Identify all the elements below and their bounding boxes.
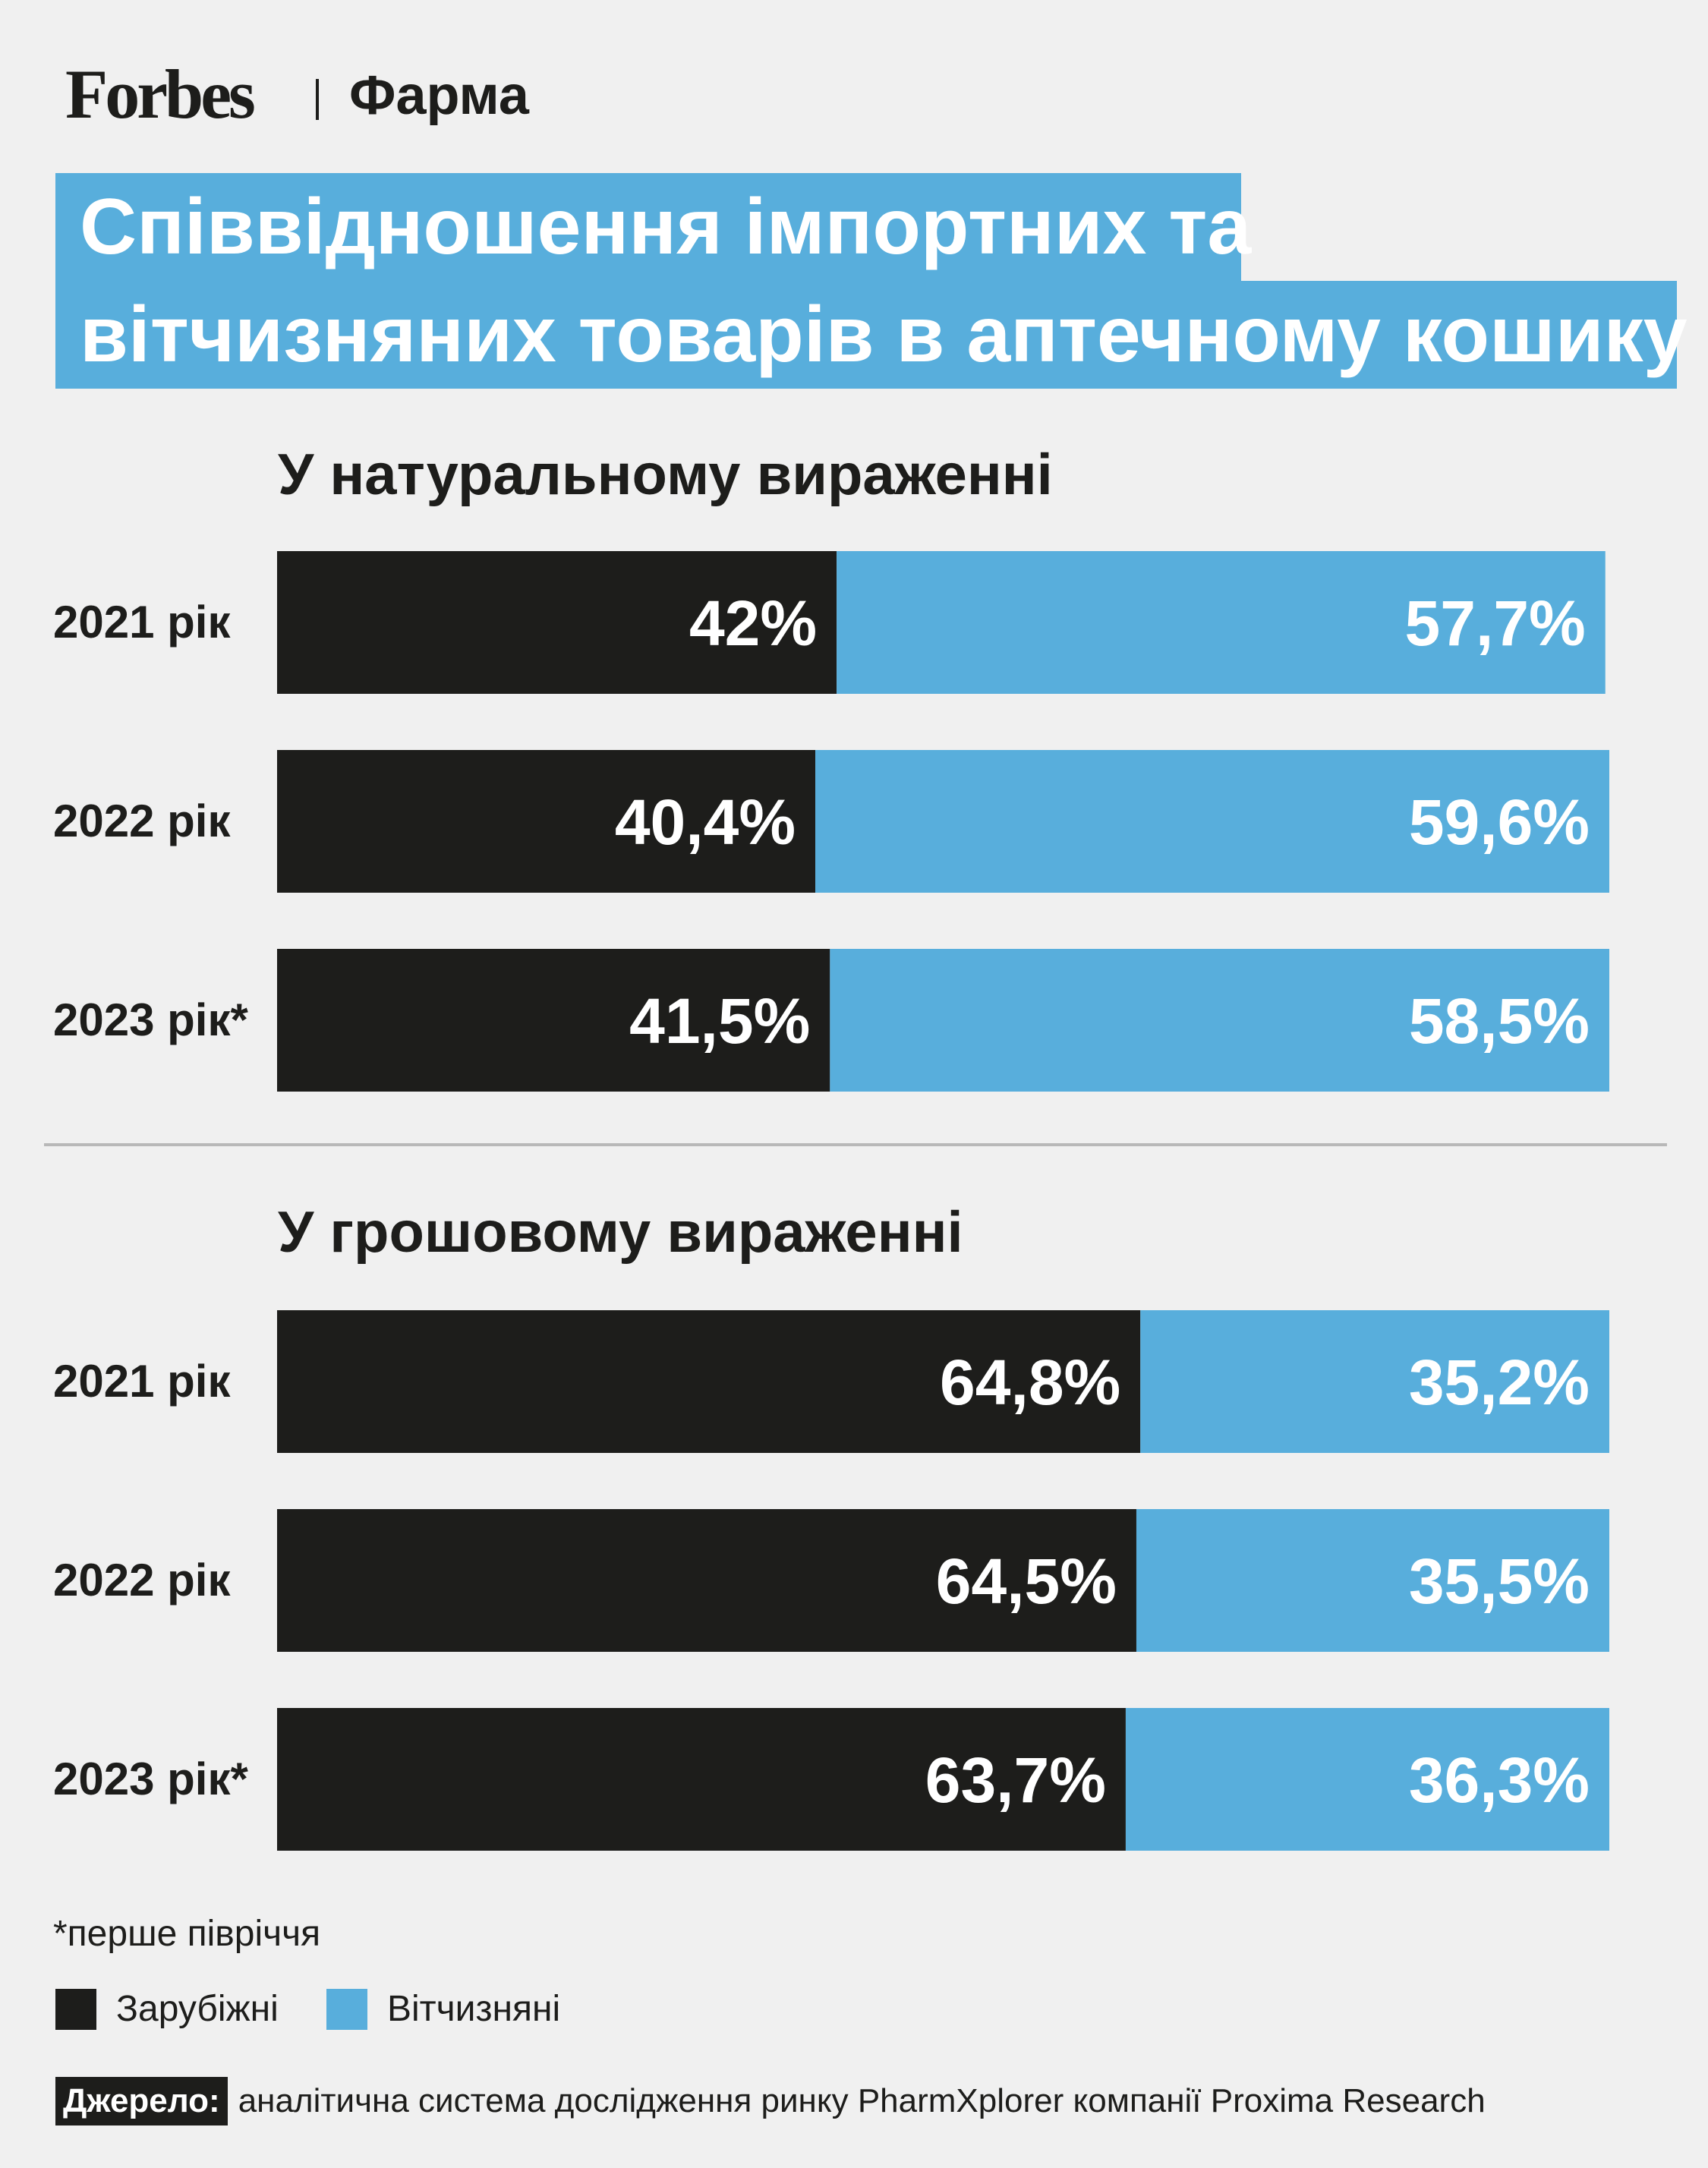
bar-foreign	[277, 1310, 1141, 1453]
bar-domestic	[1140, 1310, 1609, 1453]
bar-foreign	[277, 1509, 1136, 1652]
bar-label-foreign: 42%	[689, 588, 817, 659]
row-label: 2023 рік*	[53, 994, 248, 1045]
legend-item-foreign: Зарубіжні	[55, 1989, 279, 2030]
source-text: аналітична система дослідження ринку Pha…	[238, 2082, 1486, 2119]
bar-label-foreign: 41,5%	[629, 985, 810, 1057]
bar-domestic	[830, 949, 1609, 1092]
bar-label-foreign: 64,5%	[936, 1546, 1117, 1617]
bar-label-domestic: 35,2%	[1409, 1347, 1590, 1418]
bar-label-domestic: 57,7%	[1405, 588, 1586, 659]
legend-item-domestic: Вітчизняні	[326, 1989, 560, 2030]
section-name: Фарма	[349, 65, 529, 126]
legend-label-domestic: Вітчизняні	[387, 1989, 561, 2029]
bar-domestic	[1125, 1708, 1609, 1851]
row-label: 2021 рік	[53, 597, 231, 648]
logo-separator	[316, 79, 319, 120]
panel-title-volume: У натуральному вираженні	[278, 443, 1053, 507]
legend-swatch-foreign	[55, 1989, 96, 2030]
forbes-logo: Forbes	[65, 55, 256, 133]
bar-label-foreign: 40,4%	[615, 786, 796, 858]
bar-label-domestic: 35,5%	[1409, 1546, 1590, 1617]
row-label: 2021 рік	[53, 1356, 231, 1407]
row-label: 2023 рік*	[53, 1754, 248, 1804]
panel-title-value: У грошовому вираженні	[278, 1200, 963, 1265]
chart-title-line-2: вітчизняних товарів в аптечному кошику	[55, 281, 1688, 389]
bar-domestic	[837, 551, 1606, 694]
row-label: 2022 рік	[53, 1555, 231, 1606]
bar-domestic	[1136, 1509, 1609, 1652]
legend-label-foreign: Зарубіжні	[116, 1989, 279, 2029]
bar-label-foreign: 64,8%	[940, 1347, 1120, 1418]
bar-label-domestic: 58,5%	[1409, 985, 1590, 1057]
bar-foreign	[277, 1708, 1126, 1851]
bar-foreign	[277, 949, 830, 1092]
source-tag: Джерело:	[55, 2077, 228, 2125]
chart-title-line-1: Співвідношення імпортних та	[55, 173, 1251, 281]
bar-domestic	[815, 750, 1609, 893]
bar-label-foreign: 63,7%	[925, 1744, 1106, 1816]
bar-label-domestic: 36,3%	[1409, 1744, 1590, 1816]
footnote: *перше півріччя	[53, 1914, 321, 1954]
bar-label-domestic: 59,6%	[1409, 786, 1590, 858]
legend-swatch-domestic	[326, 1989, 367, 2030]
bar-foreign	[277, 551, 837, 694]
source-line: Джерело: аналітична система дослідження …	[55, 2077, 1486, 2125]
panel-divider	[44, 1143, 1667, 1146]
row-label: 2022 рік	[53, 796, 231, 846]
bar-foreign	[277, 750, 816, 893]
